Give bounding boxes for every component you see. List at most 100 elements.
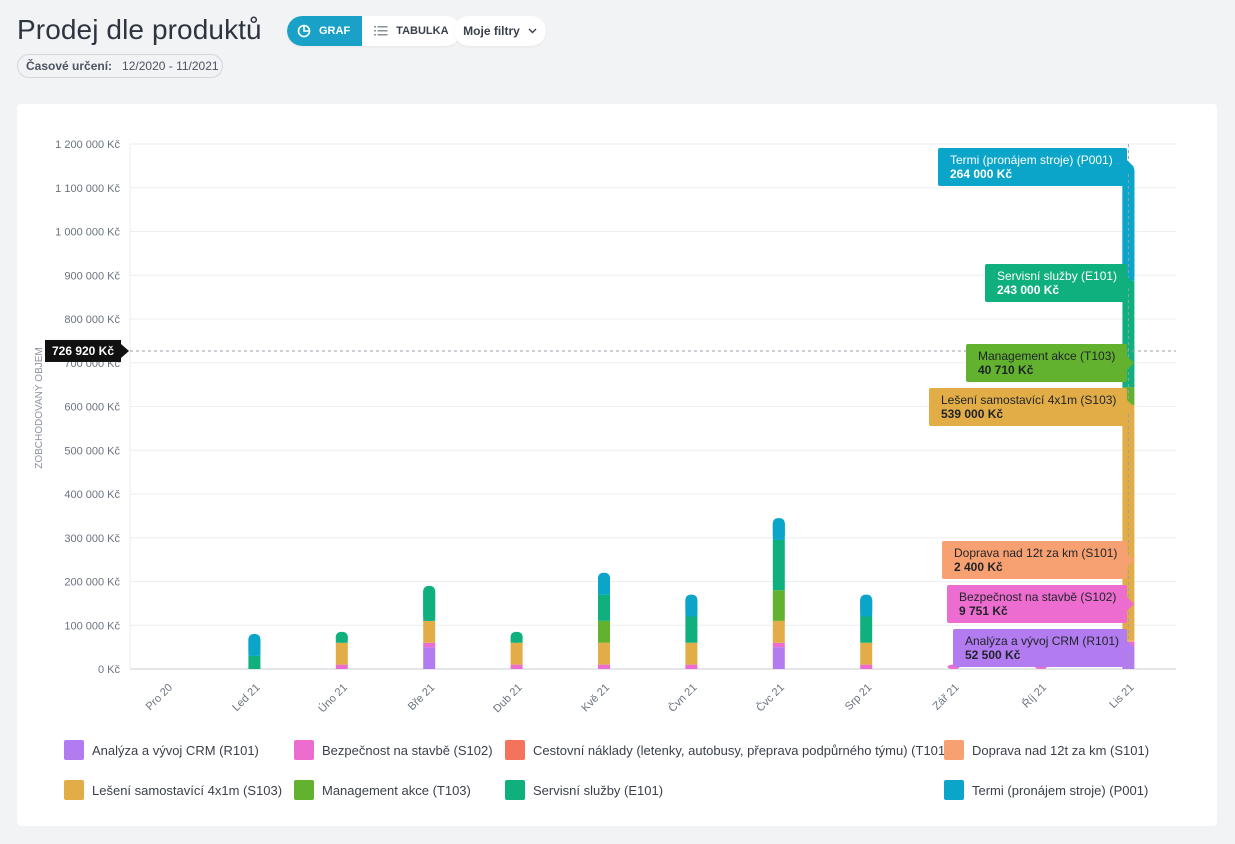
y-tick-label: 900 000 Kč [64,270,120,282]
bar-segment [860,616,873,643]
tooltip-bg [942,541,1127,579]
page-title: Prodej dle produktů [17,14,262,45]
bar-segment [423,620,436,643]
filters-button[interactable]: Moje filtry [454,16,546,46]
tooltip-item: Lešení samostavící 4x1m (S103)539 000 Kč [929,388,1134,426]
x-tick-label: Dub 21 [491,682,525,716]
average-badge-bg [45,339,121,362]
legend-label: Doprava nad 12t za km (S101) [972,742,1150,758]
bar-segment [772,642,785,648]
y-tick-label: 800 000 Kč [64,314,120,326]
tooltip-item: Servisní služby (E101)243 000 Kč [985,264,1134,302]
bar-segment [772,590,785,621]
graph-view-label: GRAF [319,25,351,37]
graph-view-button[interactable]: GRAF [287,16,363,46]
y-tick-label: 0 Kč [98,664,121,676]
tooltip-series-name: Servisní služby (E101) [997,269,1117,283]
tooltip-value: 264 000 Kč [950,167,1012,181]
stacked-bar-chart: 0 Kč 100 000 Kč 200 000 Kč 300 000 Kč 400 00… [32,139,1176,716]
legend-item[interactable]: Servisní služby (E101) [505,780,663,800]
tooltip-arrow [1127,641,1134,655]
tooltip-item: Doprava nad 12t za km (S101)2 400 Kč [942,541,1134,579]
average-badge: 726 920 Kč [45,339,129,362]
tooltip-arrow [1127,553,1134,567]
bar-segment [510,664,523,669]
tooltip-series-name: Doprava nad 12t za km (S101) [954,546,1117,560]
legend-swatch [505,780,525,800]
x-tick-label: Úno 21 [316,681,350,715]
bar-segment [772,620,785,643]
bar-segment [335,642,348,665]
legend-item[interactable]: Management akce (T103) [294,780,471,800]
legend-item[interactable]: Doprava nad 12t za km (S101) [944,740,1149,760]
legend-label: Management akce (T103) [322,782,471,798]
legend-swatch [944,780,964,800]
table-view-button[interactable]: TABULKA [362,16,460,46]
x-tick-label: Srp 21 [843,682,874,713]
tooltip-bg [985,264,1127,302]
y-axis-label: ZOBCHODOVANÝ OBJEM [32,347,45,469]
filters-label: Moje filtry [463,24,520,38]
bar-segment-fill [860,599,873,617]
tooltip-bg [929,388,1127,426]
bar-segment [335,664,348,669]
view-toggle: GRAF TABULKA [287,16,461,46]
bar-segment [510,642,523,665]
tooltip-series-name: Lešení samostavící 4x1m (S103) [941,393,1116,407]
tooltip-bg [938,148,1127,186]
tooltip-value: 52 500 Kč [965,648,1021,662]
legend-item[interactable]: Termi (pronájem stroje) (P001) [944,780,1148,800]
bar-segment [685,664,698,669]
x-tick-label: Pro 20 [144,682,175,713]
bar-segment-fill [248,639,261,656]
x-tick-label: Čvn 21 [666,681,700,715]
y-tick-label: 200 000 Kč [64,577,120,589]
legend-item[interactable]: Cestovní náklady (letenky, autobusy, pře… [505,740,949,760]
average-badge-arrow [121,343,129,358]
legend-swatch [944,740,964,760]
tooltip-item: Bezpečnost na stavbě (S102)9 751 Kč [947,585,1134,623]
bar-segment-fill [1122,170,1135,281]
legend-item[interactable]: Bezpečnost na stavbě (S102) [294,740,493,760]
bar-segment [1122,640,1135,642]
tooltip-arrow [1127,597,1134,611]
legend-swatch [294,740,314,760]
tooltip-bg [966,344,1127,382]
legend-swatch [64,740,84,760]
bar-segment-fill [423,590,436,621]
legend-label: Cestovní náklady (letenky, autobusy, pře… [533,742,950,758]
y-tick-label: 500 000 Kč [64,445,120,457]
legend-swatch [294,780,314,800]
bar-segment [423,647,436,669]
tooltip-series-name: Bezpečnost na stavbě (S102) [959,590,1116,604]
tooltip-arrow [1127,356,1134,370]
bar-segment [685,642,698,665]
x-tick-label: Kvě 21 [579,682,612,715]
bar-segment [248,655,261,669]
bar-segment [860,664,873,669]
x-tick-label: Říj 21 [1020,681,1050,711]
table-view-label: TABULKA [396,25,449,37]
x-tick-label: Zář 21 [931,682,962,713]
bar-segment-fill [510,636,523,643]
chart-legend: Analýza a vývoj CRM (R101) Bezpečnost na … [64,740,1214,820]
tooltip-value: 9 751 Kč [959,604,1008,618]
bar-segment [598,620,610,643]
y-tick-label: 300 000 Kč [64,533,120,545]
legend-item[interactable]: Lešení samostavící 4x1m (S103) [64,780,282,800]
tooltip-arrow [1127,276,1134,290]
legend-item[interactable]: Analýza a vývoj CRM (R101) [64,740,259,760]
y-tick-label: 100 000 Kč [64,620,120,632]
tooltip-item: Analýza a vývoj CRM (R101)52 500 Kč [953,629,1134,667]
legend-label: Lešení samostavící 4x1m (S103) [92,782,283,798]
bar-segment-fill [598,577,610,595]
bar-segment [598,642,610,665]
x-tick-label: Lis 21 [1107,682,1136,711]
list-icon [374,26,388,36]
bar-segment [685,616,698,643]
bar-segment [598,594,610,621]
legend-swatch [505,740,525,760]
period-chip[interactable]: Časové určení: 12/2020 - 11/2021 [17,54,223,78]
y-tick-label: 1 100 000 Kč [55,183,120,195]
y-tick-label: 600 000 Kč [64,402,120,414]
